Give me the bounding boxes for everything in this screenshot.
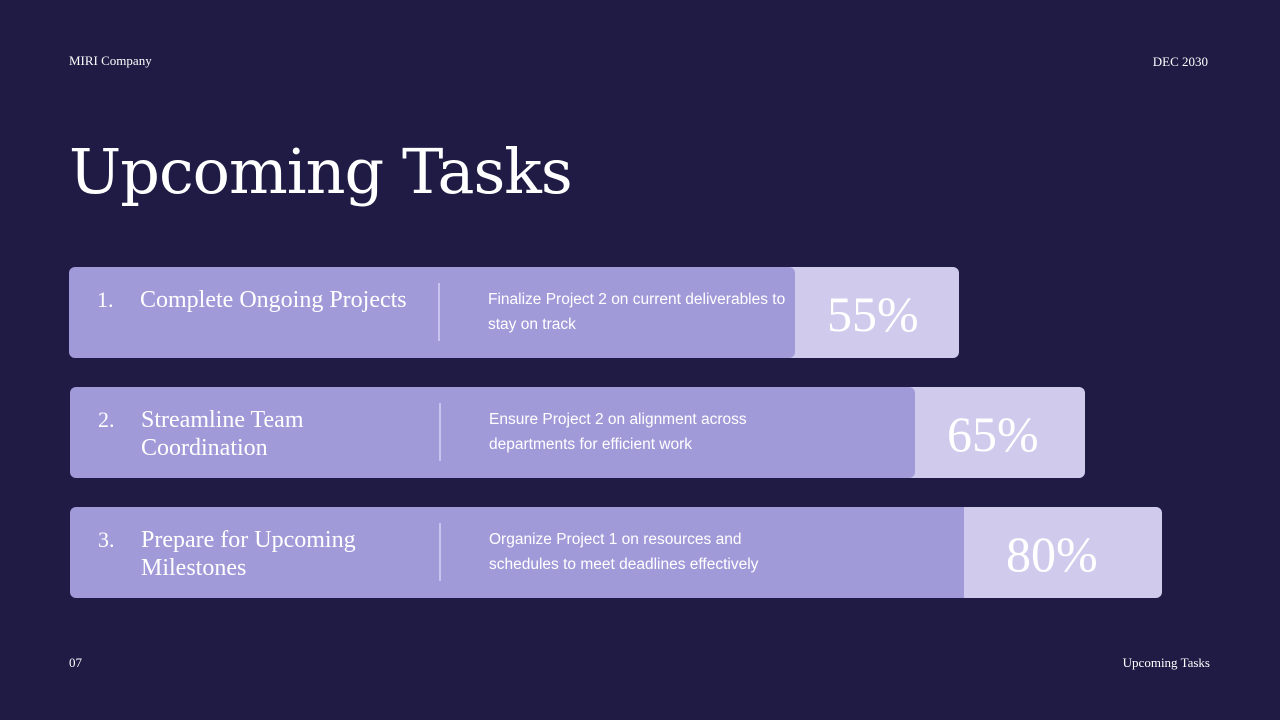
page-title: Upcoming Tasks — [69, 135, 573, 208]
task-number: 2. — [98, 407, 115, 432]
task-name: Complete Ongoing Projects — [140, 287, 407, 313]
progress-fill — [69, 267, 795, 358]
progress-track — [959, 507, 1162, 598]
task-description: Ensure Project 2 on alignment across dep… — [489, 411, 747, 453]
progress-percent: 80% — [1006, 526, 1098, 582]
divider — [438, 283, 440, 341]
progress-percent: 55% — [827, 286, 919, 342]
date-label: DEC 2030 — [1152, 54, 1208, 69]
company-name: MIRI Company — [69, 53, 152, 68]
task-description: Organize Project 1 on resources and sche… — [489, 531, 759, 573]
progress-fill — [70, 507, 964, 598]
divider — [439, 523, 441, 581]
progress-percent: 65% — [947, 406, 1039, 462]
task-name: Streamline Team Coordination — [141, 407, 304, 461]
task-row: 1. Complete Ongoing Projects Finalize Pr… — [69, 267, 959, 358]
divider — [439, 403, 441, 461]
page-number: 07 — [69, 655, 82, 670]
progress-fill — [70, 387, 915, 478]
section-label: Upcoming Tasks — [1122, 655, 1210, 670]
task-number: 1. — [97, 287, 114, 312]
task-number: 3. — [98, 527, 115, 552]
task-row: 2. Streamline Team Coordination Ensure P… — [70, 387, 1085, 478]
task-description: Finalize Project 2 on current deliverabl… — [488, 291, 786, 333]
task-row: 3. Prepare for Upcoming Milestones Organ… — [70, 507, 1162, 598]
task-name: Prepare for Upcoming Milestones — [141, 527, 356, 581]
